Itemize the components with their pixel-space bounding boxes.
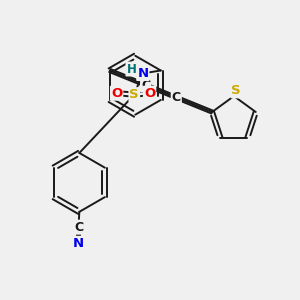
Text: N: N xyxy=(73,237,84,250)
Text: S: S xyxy=(232,84,241,97)
Text: S: S xyxy=(130,88,139,101)
Text: C: C xyxy=(74,220,83,234)
Text: H: H xyxy=(126,62,136,76)
Text: O: O xyxy=(144,87,155,100)
Text: O: O xyxy=(111,87,122,100)
Text: N: N xyxy=(137,67,148,80)
Text: C: C xyxy=(172,91,181,104)
Text: C: C xyxy=(141,79,150,92)
